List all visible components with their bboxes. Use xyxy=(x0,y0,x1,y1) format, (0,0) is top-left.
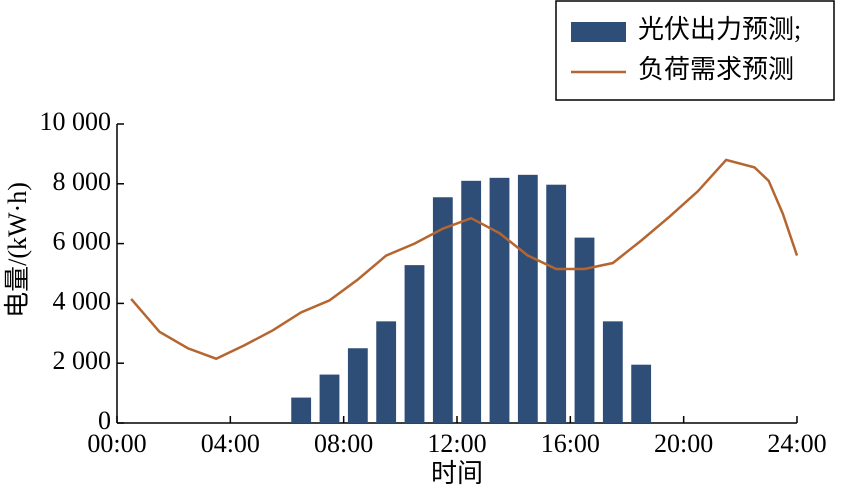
x-axis-label: 时间 xyxy=(431,459,483,488)
x-tick-label: 12:00 xyxy=(427,429,486,458)
bar xyxy=(574,237,595,423)
legend-label: 负荷需求预测 xyxy=(638,55,794,84)
x-tick-label: 20:00 xyxy=(654,429,713,458)
line xyxy=(130,158,799,361)
bar xyxy=(461,180,482,423)
y-axis-label: 电量/(kW·h) xyxy=(3,182,32,318)
bar xyxy=(291,397,312,423)
x-tick-label: 24:00 xyxy=(767,429,826,458)
bar xyxy=(404,265,425,423)
y-tick-label: 0 xyxy=(98,406,111,435)
x-tick-label: 04:00 xyxy=(201,429,260,458)
y-tick-label: 4 000 xyxy=(53,286,112,315)
bar xyxy=(347,348,368,423)
bar xyxy=(546,184,567,423)
y-tick-label: 2 000 xyxy=(53,346,112,375)
y-tick-label: 8 000 xyxy=(53,167,112,196)
bar xyxy=(602,321,623,423)
bar xyxy=(432,197,453,423)
legend-box xyxy=(555,0,835,101)
legend-swatch xyxy=(571,22,626,42)
bar xyxy=(489,177,510,423)
y-tick-label: 10 000 xyxy=(40,107,112,136)
x-tick-label: 00:00 xyxy=(87,429,146,458)
x-tick-label: 08:00 xyxy=(314,429,373,458)
bar xyxy=(319,374,340,423)
legend-label: 光伏出力预测; xyxy=(638,15,801,44)
bar xyxy=(631,364,652,423)
x-tick-label: 16:00 xyxy=(541,429,600,458)
bar xyxy=(517,174,538,423)
bar xyxy=(376,321,397,423)
y-tick-label: 6 000 xyxy=(53,227,112,256)
